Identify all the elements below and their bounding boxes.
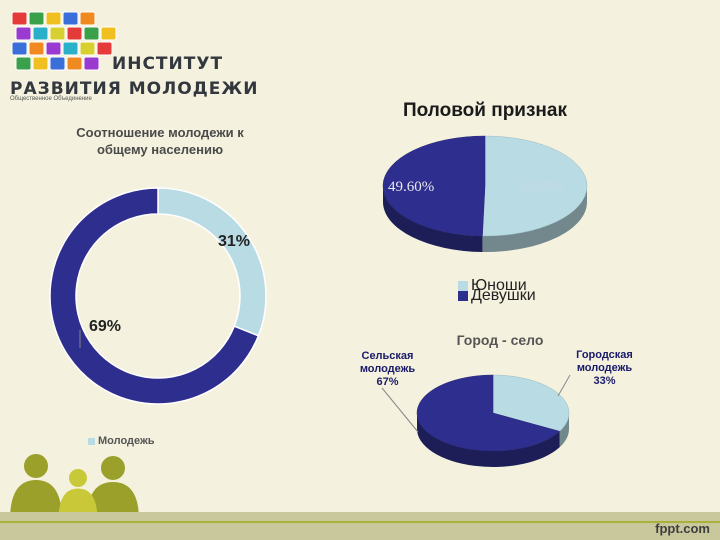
donut-legend: Молодежь [88,435,155,447]
gender-pie-slice-1 [382,135,486,237]
cube-logo-icon [11,11,117,71]
legend-label: Юноши [471,277,527,294]
donut-title-line-2: общему населению [96,142,224,157]
logo-cube-7 [49,26,66,41]
rural-line-1: Сельская [361,350,414,362]
logo-cube-20 [66,56,83,71]
logo-cube-1 [28,11,45,26]
footer-band [0,512,720,540]
gender-label-boys: 50.40% [516,179,563,195]
person-head-0 [24,454,48,478]
logo-line-2: РАЗВИТИЯ МОЛОДЕЖИ [10,79,259,99]
city-pie-chart [381,374,571,467]
donut-segment-1 [49,187,260,405]
gender-label-girls: 49.60% [388,179,435,195]
logo-cube-13 [45,41,62,56]
legend-label: Молодежь [98,435,155,447]
person-body-1 [87,482,139,520]
city-pie-side-0-0 [559,413,569,448]
donut-chart [49,187,267,405]
logo-cube-14 [62,41,79,56]
logo-cube-6 [32,26,49,41]
urban-line-3: 33% [593,375,616,387]
donut-label-other: 69% [89,318,122,335]
gender-legend-girls: Девушки [458,287,536,304]
city-label-rural: Сельская молодежь 67% [345,350,430,389]
gender-pie-side-1-0 [383,186,483,252]
person-head-1 [101,456,125,480]
city-chart-title: Город - село [456,332,544,348]
gender-chart-title: Половой признак [403,100,567,121]
person-body-0 [10,480,62,520]
legend-swatch [88,437,95,445]
rural-line-3: 67% [376,376,399,388]
logo-cube-11 [11,41,28,56]
people-silhouettes-icon [10,454,139,520]
footer-brand: fppt.com [655,521,710,536]
legend-swatch [458,290,468,301]
gender-legend-boys: Юноши [458,277,527,294]
logo-cube-3 [62,11,79,26]
donut-title-line-1: Соотношение молодежи к [76,125,244,140]
logo-cube-19 [49,56,66,71]
legend-label: Девушки [471,287,536,304]
logo-cube-8 [66,26,83,41]
logo-cube-9 [83,26,100,41]
city-leader-rural [381,387,419,433]
logo-cube-5 [15,26,32,41]
logo-cube-0 [11,11,28,26]
logo-cube-18 [32,56,49,71]
urban-line-2: молодежь [576,362,633,374]
logo-line-1: ИНСТИТУТ [112,54,224,74]
rural-line-2: молодежь [359,363,416,375]
city-leader-urban [557,374,571,397]
legend-swatch [458,280,468,291]
city-label-urban: Городская молодежь 33% [562,349,647,388]
logo-cube-17 [15,56,32,71]
person-head-2 [69,469,87,487]
city-pie-slice-1 [416,374,561,452]
city-pie-slice-0 [492,374,570,432]
logo-cube-12 [28,41,45,56]
logo-cube-2 [45,11,62,26]
logo-cube-15 [79,41,96,56]
donut-segment-0 [157,187,267,337]
logo-cube-4 [79,11,96,26]
logo-cube-21 [83,56,100,71]
donut-label-youth: 31% [218,233,251,250]
logo-cube-16 [96,41,113,56]
urban-line-1: Городская [576,349,633,361]
logo-cube-10 [100,26,117,41]
gender-pie-slice-0 [482,135,588,237]
footer-line [0,521,720,523]
logo-subtitle: Общественное Объединение [10,96,92,102]
city-pie-side-1-0 [417,413,560,467]
gender-pie-side-0-0 [482,186,587,252]
gender-pie-chart [382,135,588,252]
donut-chart-title: Соотношение молодежи к общему населению [50,124,270,158]
